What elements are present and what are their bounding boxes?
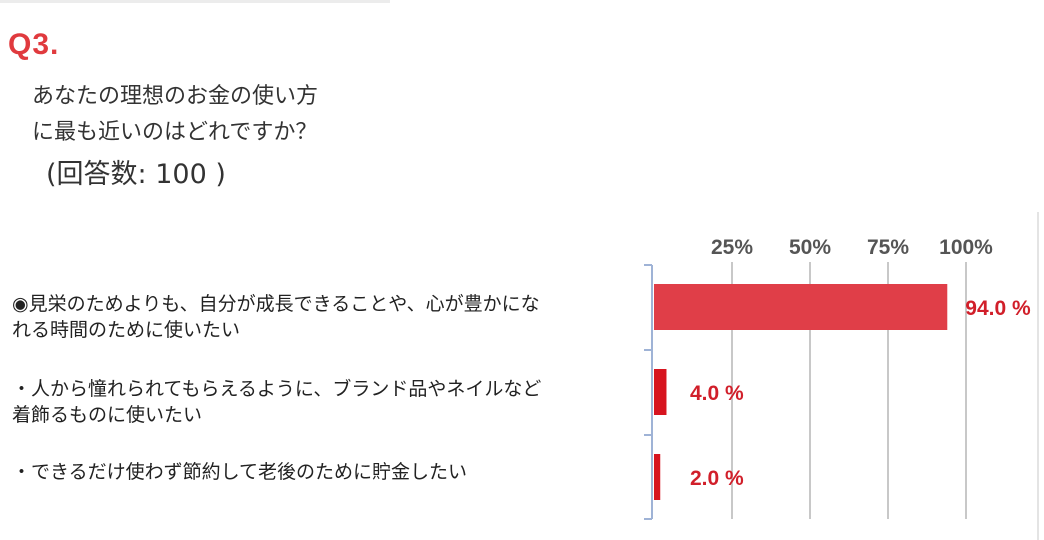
question-text-line1: あなたの理想のお金の使い方 xyxy=(32,84,319,109)
bar-2 xyxy=(654,369,667,415)
option-2-line1: ・人から憧れられてもらえるように、ブランド品やネイルなど xyxy=(12,378,542,400)
option-2-line2: 着飾るものに使いたい xyxy=(12,404,203,426)
option-3-label: ・できるだけ使わず節約して老後のために貯金したい xyxy=(12,459,642,485)
tick-label-50: 50% xyxy=(789,236,831,259)
question-text-line2: に最も近いのはどれですか？ xyxy=(32,120,318,145)
tick-label-100: 100% xyxy=(939,236,993,259)
question-number: Q3. xyxy=(8,28,60,61)
top-divider xyxy=(0,0,390,3)
response-count: (回答数: 100 ) xyxy=(46,159,226,190)
option-3-line1: ・できるだけ使わず節約して老後のために貯金したい xyxy=(12,461,468,483)
bar-1 xyxy=(654,284,948,330)
right-divider xyxy=(1037,212,1039,540)
value-label-2: 4.0 % xyxy=(690,382,744,405)
tick-label-25: 25% xyxy=(711,236,753,259)
option-1-label: ◉見栄のためよりも、自分が成長できることや、心が豊かにな れる時間のために使いた… xyxy=(12,291,642,343)
value-label-3: 2.0 % xyxy=(690,467,744,490)
value-label-1: 94.0 % xyxy=(965,297,1031,320)
option-1-line2: れる時間のために使いたい xyxy=(12,319,241,341)
option-2-label: ・人から憧れられてもらえるように、ブランド品やネイルなど 着飾るものに使いたい xyxy=(12,376,642,428)
option-1-line1: ◉見栄のためよりも、自分が成長できることや、心が豊かにな xyxy=(12,293,540,315)
tick-label-75: 75% xyxy=(867,236,909,259)
bar-3 xyxy=(654,454,661,500)
